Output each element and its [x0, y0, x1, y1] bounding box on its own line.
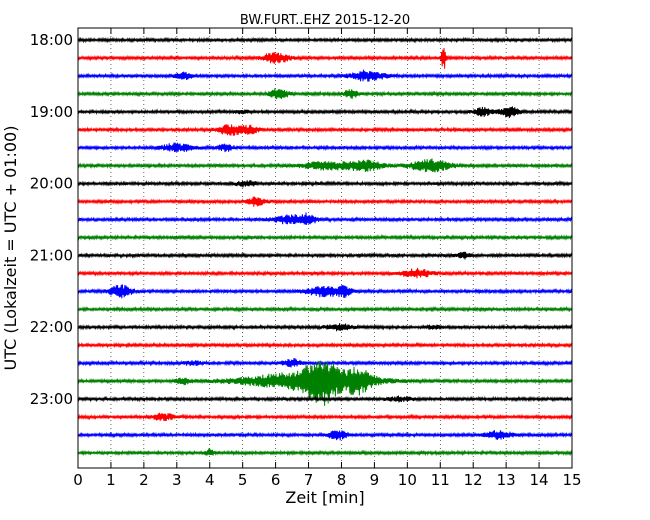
traces [77, 36, 573, 457]
y-axis-ticks: 18:00 19:00 20:00 21:00 22:00 23:00 [30, 31, 572, 408]
trace-2115 [77, 267, 573, 279]
trace-1800 [77, 36, 573, 44]
x-tick-label: 2 [139, 471, 149, 489]
x-axis-ticks: 0 1 2 3 4 5 6 7 8 9 10 11 12 13 14 15 [73, 28, 582, 489]
y-tick-label: 21:00 [30, 246, 73, 264]
x-tick-label: 10 [398, 471, 417, 489]
x-tick-label: 4 [205, 471, 215, 489]
trace-1915 [77, 124, 573, 136]
trace-2345 [77, 448, 573, 457]
trace-2200 [77, 323, 573, 332]
y-tick-label: 18:00 [30, 31, 73, 49]
trace-1845 [77, 88, 573, 100]
x-tick-label: 8 [337, 471, 347, 489]
trace-2030 [77, 212, 573, 225]
x-tick-label: 9 [370, 471, 380, 489]
trace-1815 [77, 47, 573, 69]
x-tick-label: 3 [172, 471, 182, 489]
trace-2230 [77, 357, 573, 368]
x-tick-label: 7 [304, 471, 314, 489]
trace-1945 [77, 158, 573, 173]
x-tick-label: 13 [497, 471, 516, 489]
trace-2145 [77, 305, 573, 313]
y-axis-title: UTC (Lokalzeit = UTC + 01:00) [1, 126, 20, 371]
grid [110, 28, 540, 468]
trace-1900 [77, 106, 573, 119]
y-tick-label: 22:00 [30, 318, 73, 336]
x-axis-title: Zeit [min] [285, 488, 364, 507]
trace-2330 [77, 430, 573, 441]
x-tick-label: 15 [562, 471, 581, 489]
trace-2315 [77, 412, 573, 422]
x-tick-label: 14 [530, 471, 549, 489]
trace-2215 [77, 341, 573, 349]
plot-frame [77, 27, 573, 469]
trace-1930 [77, 142, 573, 153]
x-tick-label: 0 [73, 471, 83, 489]
y-tick-label: 23:00 [30, 390, 73, 408]
x-tick-label: 1 [106, 471, 116, 489]
y-tick-label: 19:00 [30, 103, 73, 121]
trace-2245 [77, 360, 573, 406]
trace-2045 [77, 233, 573, 241]
trace-2000 [77, 179, 573, 188]
trace-2130 [77, 284, 573, 299]
trace-1830 [77, 69, 573, 82]
x-tick-label: 5 [238, 471, 248, 489]
trace-2015 [77, 196, 573, 207]
x-tick-label: 6 [271, 471, 281, 489]
trace-2100 [77, 251, 573, 260]
chart-title: BW.FURT..EHZ 2015-12-20 [240, 13, 410, 28]
x-tick-label: 12 [464, 471, 483, 489]
x-tick-label: 11 [431, 471, 450, 489]
trace-2300 [77, 395, 573, 403]
y-tick-label: 20:00 [30, 175, 73, 193]
